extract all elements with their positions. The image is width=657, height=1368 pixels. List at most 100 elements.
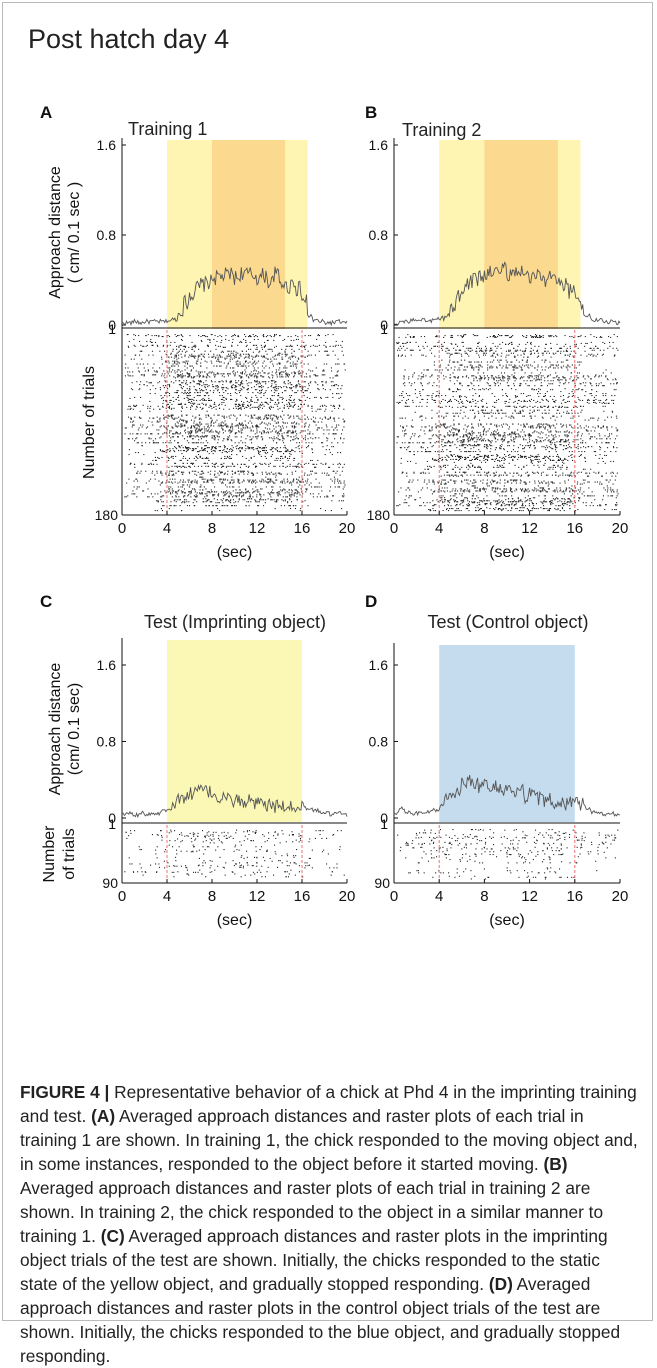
- raster-dot-A: [207, 500, 208, 501]
- raster-dot-A: [281, 499, 282, 500]
- raster-dot-B: [403, 343, 404, 344]
- raster-dot-A: [168, 416, 169, 417]
- raster-dot-A: [305, 400, 306, 401]
- raster-dot-A: [192, 430, 193, 431]
- raster-dot-A: [219, 366, 220, 367]
- raster-dot-A: [283, 423, 284, 424]
- raster-dot-B: [537, 393, 538, 394]
- raster-dot-A: [263, 419, 264, 420]
- raster-dot-A: [255, 395, 256, 396]
- raster-dot-B: [404, 376, 405, 377]
- raster-dot-B: [593, 355, 594, 356]
- raster-dot-A: [145, 442, 146, 443]
- raster-dot-B: [531, 342, 532, 343]
- raster-dot-A: [227, 480, 228, 481]
- raster-dot-B: [524, 401, 525, 402]
- raster-dot-B: [441, 344, 442, 345]
- raster-dot-B: [548, 401, 549, 402]
- raster-dot-A: [167, 449, 168, 450]
- raster-dot-A: [215, 406, 216, 407]
- raster-dot-A: [311, 448, 312, 449]
- raster-dot-A: [188, 376, 189, 377]
- raster-dot-A: [201, 429, 202, 430]
- raster-dot-A: [172, 418, 173, 419]
- raster-dot-A: [185, 363, 186, 364]
- raster-dot-A: [286, 387, 287, 388]
- raster-dot-B: [498, 377, 499, 378]
- raster-dot-B: [515, 367, 516, 368]
- raster-dot-A: [242, 371, 243, 372]
- raster-dot-A: [198, 430, 199, 431]
- raster-dot-A: [207, 442, 208, 443]
- raster-dot-A: [222, 450, 223, 451]
- raster-dot-A: [153, 418, 154, 419]
- raster-dot-A: [312, 471, 313, 472]
- raster-dot-A: [257, 489, 258, 490]
- raster-dot-A: [278, 491, 279, 492]
- raster-dot-A: [199, 381, 200, 382]
- raster-dot-A: [139, 341, 140, 342]
- raster-dot-A: [185, 429, 186, 430]
- raster-dot-A: [269, 407, 270, 408]
- raster-dot-B: [570, 346, 571, 347]
- raster-dot-A: [251, 457, 252, 458]
- raster-dot-A: [271, 491, 272, 492]
- raster-dot-A: [285, 500, 286, 501]
- raster-dot-A: [149, 464, 150, 465]
- raster-dot-A: [316, 339, 317, 340]
- raster-dot-A: [177, 369, 178, 370]
- raster-dot-A: [238, 366, 239, 367]
- raster-dot-A: [159, 419, 160, 420]
- raster-dot-B: [563, 395, 564, 396]
- xtick-label-A-0: 0: [118, 520, 126, 537]
- raster-dot-B: [594, 400, 595, 401]
- raster-dot-A: [228, 437, 229, 438]
- raster-dot-A: [263, 505, 264, 506]
- raster-dot-A: [223, 495, 224, 496]
- raster-dot-A: [216, 341, 217, 342]
- raster-dot-A: [308, 335, 309, 336]
- raster-dot-B: [408, 399, 409, 400]
- raster-dot-A: [197, 495, 198, 496]
- raster-dot-B: [470, 402, 471, 403]
- raster-dot-A: [208, 416, 209, 417]
- raster-dot-A: [292, 426, 293, 427]
- raster-dot-A: [297, 492, 298, 493]
- raster-dot-A: [258, 491, 259, 492]
- raster-dot-B: [450, 374, 451, 375]
- raster-dot-A: [194, 356, 195, 357]
- raster-dot-A: [253, 357, 254, 358]
- raster-dot-A: [238, 404, 239, 405]
- raster-dot-A: [168, 460, 169, 461]
- raster-dot-A: [193, 463, 194, 464]
- raster-dot-A: [304, 415, 305, 416]
- raster-dot-A: [196, 482, 197, 483]
- raster-dot-A: [293, 416, 294, 417]
- raster-dot-A: [279, 335, 280, 336]
- raster-dot-A: [274, 415, 275, 416]
- raster-dot-B: [476, 353, 477, 354]
- raster-dot-A: [221, 458, 222, 459]
- raster-dot-B: [600, 350, 601, 351]
- raster-dot-A: [174, 446, 175, 447]
- raster-dot-A: [309, 442, 310, 443]
- raster-dot-A: [252, 496, 253, 497]
- raster-dot-A: [276, 480, 277, 481]
- raster-dot-A: [150, 463, 151, 464]
- raster-dot-A: [149, 442, 150, 443]
- raster-dot-A: [253, 363, 254, 364]
- raster-dot-A: [287, 481, 288, 482]
- raster-dot-B: [530, 354, 531, 355]
- raster-dot-A: [150, 479, 151, 480]
- raster-dot-A: [332, 397, 333, 398]
- raster-dot-B: [422, 399, 423, 400]
- raster-dot-A: [308, 406, 309, 407]
- raster-dot-A: [215, 502, 216, 503]
- raster-dot-A: [207, 463, 208, 464]
- raster-dot-A: [221, 342, 222, 343]
- raster-dot-A: [278, 473, 279, 474]
- raster-dot-A: [243, 427, 244, 428]
- raster-dot-A: [267, 483, 268, 484]
- raster-dot-A: [211, 423, 212, 424]
- raster-dot-A: [219, 392, 220, 393]
